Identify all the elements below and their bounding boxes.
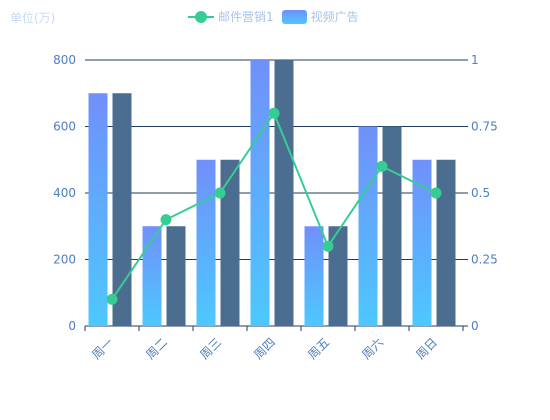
y-left-tick-label: 200 — [53, 253, 76, 267]
y-right-tick-label: 0.75 — [471, 120, 498, 134]
bar-dark — [382, 126, 402, 326]
legend-item-bar[interactable]: 视频广告 — [281, 8, 359, 25]
legend-label-line: 邮件营销1 — [218, 10, 274, 24]
bar-gradient — [196, 159, 216, 326]
line-point — [322, 240, 334, 252]
bar-gradient — [250, 60, 270, 326]
bar-gradient — [142, 226, 162, 326]
x-tick-label: 周五 — [305, 335, 332, 362]
y-left-tick-label: 400 — [53, 186, 76, 200]
line-point — [214, 187, 226, 199]
bar-dark — [220, 159, 240, 326]
line-point — [430, 187, 442, 199]
y-right-tick-label: 0 — [471, 319, 479, 333]
legend-item-line[interactable]: 邮件营销1 — [188, 8, 274, 25]
line-point — [160, 214, 172, 226]
bar-dark — [328, 226, 348, 326]
x-tick-label: 周二 — [143, 335, 170, 362]
x-tick-label: 周三 — [197, 335, 224, 362]
y-right-tick-label: 0.5 — [471, 186, 490, 200]
y-left-tick-label: 800 — [53, 53, 76, 67]
bar-gradient — [412, 159, 432, 326]
legend-label-bar: 视频广告 — [310, 10, 359, 24]
x-tick-label: 周四 — [251, 335, 278, 362]
unit-label: 单位(万) — [10, 11, 56, 25]
bar-gradient — [304, 226, 324, 326]
x-tick-label: 周六 — [359, 335, 386, 362]
bar-gradient — [88, 93, 108, 326]
line-point — [106, 293, 118, 305]
x-tick-label: 周一 — [89, 335, 116, 362]
bar-dark — [166, 226, 186, 326]
line-point — [268, 107, 280, 119]
line-series-icon — [188, 10, 214, 24]
bar-dark — [112, 93, 132, 326]
x-tick-label: 周日 — [413, 335, 440, 362]
bar-series-icon — [281, 9, 307, 24]
line-point — [376, 160, 388, 172]
bar-dark — [436, 159, 456, 326]
y-left-tick-label: 0 — [68, 319, 76, 333]
legend: 邮件营销1 视频广告 — [188, 8, 359, 25]
bar-dark — [274, 60, 294, 326]
bar-gradient — [358, 126, 378, 326]
y-right-tick-label: 1 — [471, 53, 479, 67]
y-left-tick-label: 600 — [53, 120, 76, 134]
y-right-tick-label: 0.25 — [471, 253, 498, 267]
